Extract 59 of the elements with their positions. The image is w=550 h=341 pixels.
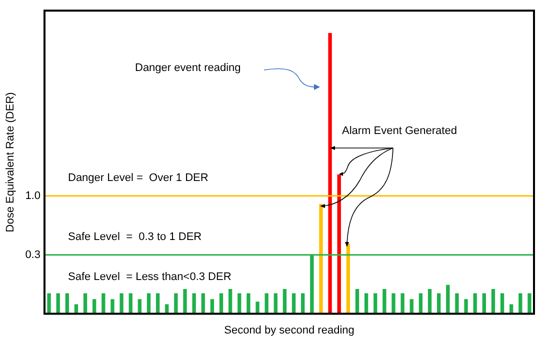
bar [183,289,187,314]
bar [228,289,232,314]
bar [74,304,78,314]
x-axis-title: Second by second reading [224,324,354,336]
bar [491,289,496,314]
bar [47,293,51,314]
y-tick-label: 0.3 [25,248,40,261]
bar [246,293,250,314]
bar [219,293,224,314]
y-axis-title: Dose Equivalent Rate (DER) [4,92,17,232]
bar [482,293,486,314]
bar [382,289,386,314]
bar [192,293,196,314]
bar [292,293,296,314]
bar [464,299,468,314]
bar [436,293,441,314]
bar [156,293,160,314]
ref-line-label: Safe Level = 0.3 to 1 DER [68,230,202,243]
bar [418,293,423,314]
bar [473,293,477,314]
bar [92,299,96,314]
bar [282,289,287,314]
ref-line-label: Danger Level = Over 1 DER [68,172,208,184]
bar [264,293,268,314]
bar [392,293,396,314]
y-tick-label: 1.0 [25,190,40,202]
annotation: Danger event reading [135,62,241,74]
bar [138,299,142,314]
bar [120,293,124,314]
bar [528,293,532,314]
bar [310,254,314,314]
annotation: Safe Level = Less than<0.3 DER [68,271,232,284]
bar [274,293,278,314]
bar [455,293,459,314]
bar [238,293,242,314]
annotation: Alarm Event Generated [342,125,457,138]
bar [355,289,360,314]
bar [102,293,106,314]
bar [428,289,432,314]
bar [201,293,205,314]
bar [110,299,114,314]
bar [256,302,260,314]
bar [146,293,151,314]
bar [301,293,305,314]
bar [65,293,69,314]
bar [174,293,178,314]
bar [210,299,214,314]
bar [500,293,504,314]
bar [165,304,169,314]
bar [364,293,368,314]
bar [510,304,514,314]
bar [374,293,378,314]
bar [410,299,414,314]
bar [446,284,450,314]
bar [83,293,88,314]
bar [400,293,404,314]
bar [128,293,132,314]
bar [518,293,522,314]
bar [56,293,60,314]
